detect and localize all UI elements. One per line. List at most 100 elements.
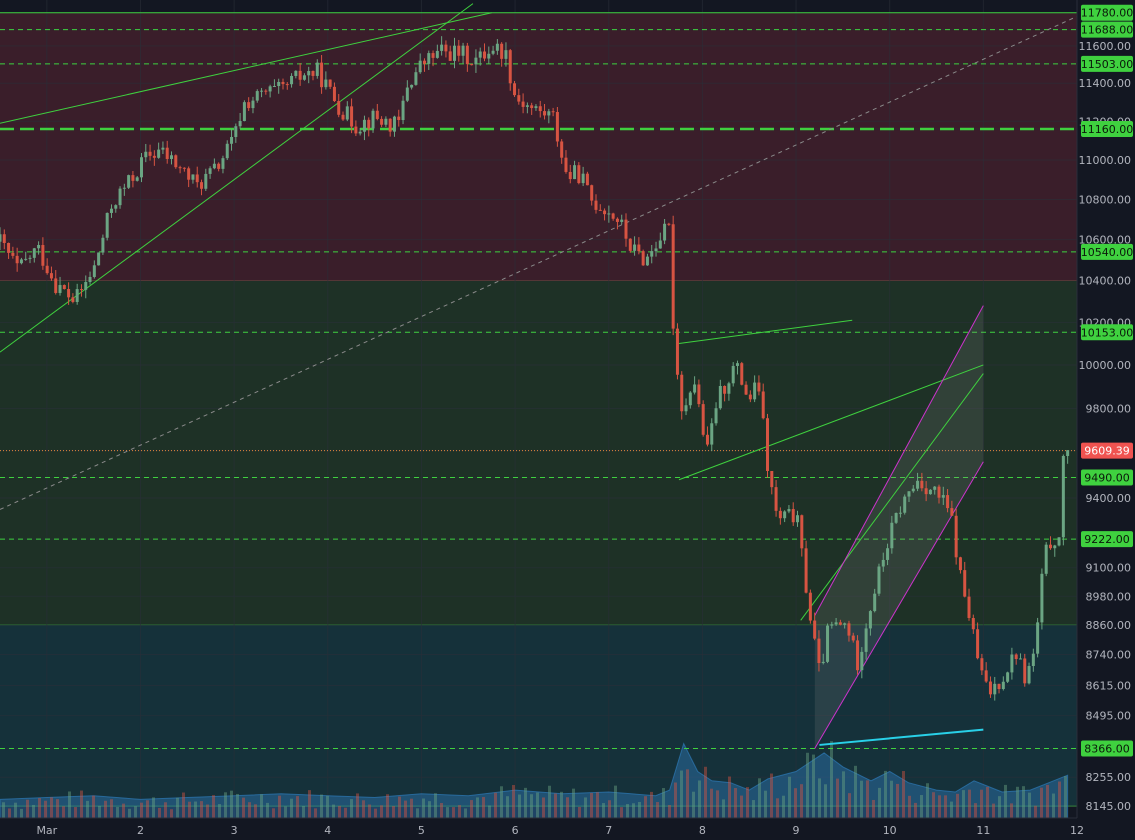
badge-background xyxy=(1081,243,1133,260)
candle-body xyxy=(830,624,834,626)
candle-body xyxy=(152,155,156,158)
level-badge[interactable]: 11780.00 xyxy=(1081,4,1134,21)
volume-bar xyxy=(1052,793,1055,818)
volume-bar xyxy=(662,788,665,818)
candle-body xyxy=(903,496,907,513)
volume-bar xyxy=(926,783,929,818)
candle-body xyxy=(109,208,113,213)
level-badge[interactable]: 11160.00 xyxy=(1081,120,1134,137)
time-axis[interactable]: Mar 2 3 4 5 6 7 8 9 10 11 12 xyxy=(0,817,1135,840)
candle-body xyxy=(217,163,221,169)
price-tick-label: 10400.00 xyxy=(1079,275,1132,288)
trend-line[interactable] xyxy=(0,15,1078,510)
candle-body xyxy=(388,118,392,132)
candle-body xyxy=(663,223,667,241)
volume-bar xyxy=(332,804,335,818)
trend-line[interactable] xyxy=(800,373,984,621)
level-badge[interactable]: 9490.00 xyxy=(1081,469,1133,486)
level-badge[interactable]: 11688.00 xyxy=(1081,21,1134,38)
volume-bar xyxy=(998,796,1001,818)
candle-body xyxy=(744,384,748,395)
time-tick-label: 2 xyxy=(137,824,144,837)
horizontal-levels[interactable] xyxy=(0,12,1077,750)
candle-body xyxy=(350,106,354,127)
candle-body xyxy=(105,212,109,238)
trend-line[interactable] xyxy=(814,461,984,749)
candle-body xyxy=(24,258,28,260)
trend-line[interactable] xyxy=(0,3,474,353)
trend-line[interactable] xyxy=(819,728,984,746)
candle-body xyxy=(474,57,478,65)
volume-bar xyxy=(80,790,83,818)
candle-body xyxy=(97,252,101,266)
volume-area xyxy=(0,741,1069,819)
volume-bar xyxy=(128,808,131,818)
trend-line[interactable] xyxy=(814,305,984,616)
candle-body xyxy=(242,102,246,122)
candle-body xyxy=(0,234,2,242)
candle-body xyxy=(881,559,885,567)
candle-body xyxy=(1061,455,1065,538)
volume-bar xyxy=(368,804,371,818)
volume-bar xyxy=(1046,784,1049,818)
candle-body xyxy=(418,60,422,73)
volume-bar xyxy=(476,797,479,818)
volume-bar xyxy=(452,807,455,818)
level-badge[interactable]: 8366.00 xyxy=(1081,740,1133,757)
volume-bar xyxy=(986,786,989,818)
volume-bar xyxy=(758,778,761,818)
volume-bar xyxy=(824,784,827,818)
trend-lines[interactable] xyxy=(0,3,1078,749)
level-badge[interactable]: 10540.00 xyxy=(1081,243,1134,260)
candle-body xyxy=(907,491,911,497)
candle-body xyxy=(543,111,547,116)
candle-body xyxy=(88,276,92,283)
price-axis[interactable]: 11600.0011400.0011200.0011000.0010800.00… xyxy=(1076,0,1135,818)
candle-body xyxy=(260,90,264,92)
candle-body xyxy=(838,622,842,625)
candle-body xyxy=(628,238,632,251)
volume-bar xyxy=(800,784,803,818)
candle-body xyxy=(405,87,409,101)
price-tick-label: 10800.00 xyxy=(1079,193,1132,206)
candle-body xyxy=(362,119,366,132)
candle-body xyxy=(144,151,148,158)
candle-body xyxy=(298,70,302,80)
candle-body xyxy=(513,83,517,96)
volume-bar xyxy=(392,806,395,818)
candle-body xyxy=(761,391,765,419)
level-badge[interactable]: 10153.00 xyxy=(1081,324,1134,341)
volume-bar xyxy=(656,802,659,818)
candle-body xyxy=(787,509,791,512)
volume-bar xyxy=(140,802,143,818)
last-price-badge[interactable]: 9609.39 xyxy=(1081,442,1133,459)
volume-bar xyxy=(74,807,77,818)
candle-body xyxy=(324,79,328,88)
trend-line[interactable] xyxy=(678,364,984,481)
level-badge[interactable]: 9222.00 xyxy=(1081,531,1133,548)
candle-body xyxy=(204,173,208,189)
candle-body xyxy=(684,405,688,412)
candle-body xyxy=(911,488,915,492)
volume-bar xyxy=(62,806,65,818)
volume-bar xyxy=(686,769,689,818)
trend-line[interactable] xyxy=(0,12,492,124)
trend-line[interactable] xyxy=(678,319,853,345)
candle-body xyxy=(182,167,186,169)
badge-label: 11780.00 xyxy=(1081,7,1134,20)
time-tick-label: 4 xyxy=(324,824,331,837)
candle-body xyxy=(924,488,928,495)
volume-bar xyxy=(962,790,965,818)
volume-bar xyxy=(866,780,869,818)
candle-body xyxy=(1027,666,1031,684)
volume-bar xyxy=(560,791,563,818)
candle-body xyxy=(414,72,418,85)
candle-body xyxy=(380,118,384,125)
candle-body xyxy=(778,510,782,519)
candle-body xyxy=(997,683,1001,690)
volume-bar xyxy=(206,804,209,818)
candle-body xyxy=(560,141,564,158)
level-badge[interactable]: 11503.00 xyxy=(1081,55,1134,72)
volume-bar xyxy=(644,796,647,818)
